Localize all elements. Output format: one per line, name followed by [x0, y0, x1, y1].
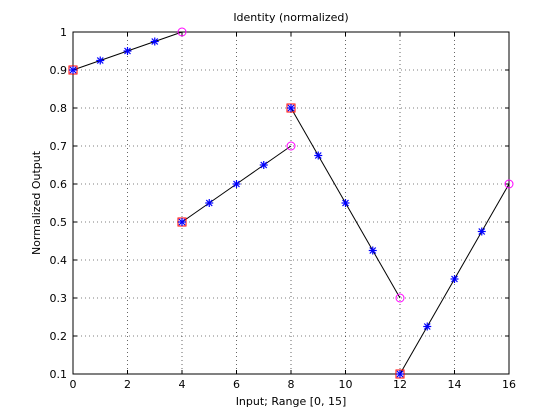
x-axis-label: Input; Range [0, 15] — [236, 395, 347, 408]
star-marker — [341, 199, 350, 207]
y-tick-label: 0.9 — [50, 64, 68, 77]
x-tick-label: 0 — [70, 378, 77, 391]
x-tick-label: 8 — [288, 378, 295, 391]
x-tick-label: 2 — [124, 378, 131, 391]
y-tick-label: 0.2 — [50, 330, 68, 343]
series — [68, 27, 514, 379]
star-marker — [205, 199, 214, 207]
circle-marker — [177, 27, 187, 37]
x-tick-label: 12 — [393, 378, 407, 391]
star-marker — [259, 161, 268, 169]
star-marker — [232, 180, 241, 188]
star-marker — [450, 275, 459, 283]
star-marker — [150, 37, 159, 46]
x-tick-label: 16 — [502, 378, 516, 391]
x-tick-label: 4 — [179, 378, 186, 391]
star-marker — [477, 227, 486, 236]
star-marker — [396, 370, 404, 378]
star-marker — [287, 104, 295, 112]
plot-area — [73, 32, 509, 374]
circle-marker — [504, 179, 514, 189]
y-axis-label: Normalized Output — [30, 150, 43, 255]
star-marker — [96, 56, 105, 65]
line-segment — [177, 141, 296, 227]
star-marker — [69, 66, 77, 74]
line-segment — [68, 27, 187, 75]
y-tick-label: 0.8 — [50, 102, 68, 115]
line-segment — [286, 103, 405, 303]
y-tick-label: 0.7 — [50, 140, 68, 153]
star-marker — [123, 47, 132, 55]
star-marker — [423, 322, 432, 331]
chart-title: Identity (normalized) — [233, 11, 348, 24]
x-tick-label: 14 — [448, 378, 462, 391]
y-tick-label: 0.4 — [50, 254, 68, 267]
x-tick-label: 10 — [339, 378, 353, 391]
grid — [73, 32, 509, 374]
y-tick-label: 0.3 — [50, 292, 68, 305]
y-tick-label: 0.1 — [50, 368, 68, 381]
line-segment — [395, 179, 514, 379]
x-tick-label: 6 — [233, 378, 240, 391]
star-marker — [178, 218, 186, 226]
y-tick-label: 0.5 — [50, 216, 68, 229]
star-marker — [368, 246, 377, 255]
y-tick-label: 1 — [60, 26, 67, 39]
y-tick-label: 0.6 — [50, 178, 68, 191]
ticks: 0 2 4 6 8 10 12 14 16 0.1 0.2 0.3 0.4 0.5 0.6 0.7 0.8 0.9… — [50, 26, 517, 391]
circle-marker — [395, 293, 405, 303]
star-marker — [314, 151, 323, 160]
circle-marker — [286, 141, 296, 151]
